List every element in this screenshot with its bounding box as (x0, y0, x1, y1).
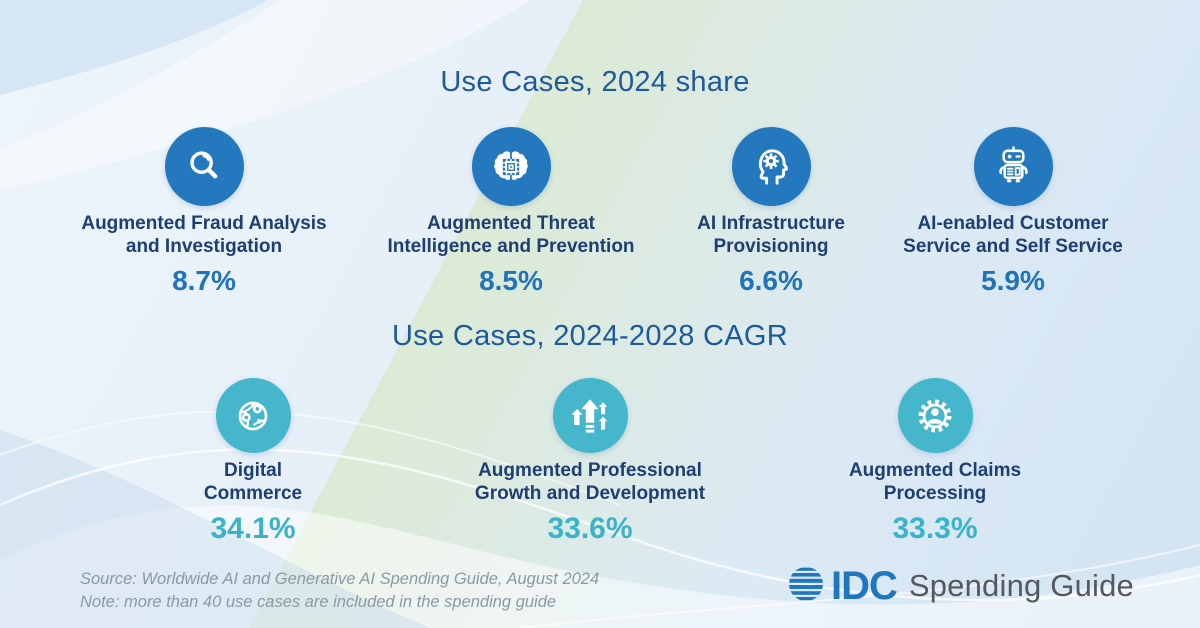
use-case-card-threat: Augmented Threat Intelligence and Preven… (361, 127, 661, 297)
use-case-value: 34.1% (210, 512, 296, 546)
use-case-label: Digital Commerce (123, 459, 383, 505)
use-case-card-fraud: Augmented Fraud Analysis and Investigati… (54, 127, 354, 297)
use-case-card-digital-commerce: Digital Commerce 34.1% (123, 378, 383, 546)
head-gear-icon (731, 127, 811, 206)
use-case-value: 33.3% (892, 512, 978, 546)
use-case-card-customer-service: AI-enabled Customer Service and Self Ser… (868, 127, 1158, 297)
use-case-card-claims-processing: Augmented Claims Processing 33.3% (775, 378, 1095, 546)
use-case-label: Augmented Professional Growth and Develo… (430, 459, 750, 505)
section-title-share: Use Cases, 2024 share (440, 66, 750, 98)
source-line: Source: Worldwide AI and Generative AI S… (80, 570, 600, 588)
label-line: Augmented Claims (848, 460, 1022, 481)
use-case-card-professional-growth: Augmented Professional Growth and Develo… (430, 378, 750, 546)
label-line: AI-enabled Customer (917, 213, 1109, 234)
label-line: Provisioning (713, 236, 829, 258)
use-case-value: 33.6% (547, 512, 633, 546)
use-case-card-infrastructure: AI Infrastructure Provisioning 6.6% (661, 127, 881, 297)
label-line: Growth and Development (474, 483, 706, 505)
magnifier-icon (164, 127, 244, 206)
use-case-label: Augmented Fraud Analysis and Investigati… (54, 212, 354, 258)
label-line: Digital (223, 460, 283, 481)
spending-guide-wordmark: Spending Guide (908, 568, 1134, 603)
footer-notes: Source: Worldwide AI and Generative AI S… (80, 568, 599, 614)
note-line: Note: more than 40 use cases are include… (80, 592, 557, 611)
use-case-label: AI Infrastructure Provisioning (661, 212, 881, 258)
label-line: Augmented Fraud Analysis (81, 213, 327, 234)
idc-spending-guide-logo: IDC Spending Guide (787, 564, 1134, 608)
use-case-value: 8.5% (479, 265, 543, 297)
section-title-cagr: Use Cases, 2024-2028 CAGR (392, 320, 788, 352)
label-line: Intelligence and Prevention (387, 236, 635, 258)
use-case-value: 8.7% (172, 265, 236, 297)
use-case-value: 5.9% (981, 265, 1045, 297)
idc-globe-icon (787, 565, 825, 608)
label-line: Commerce (203, 483, 303, 505)
idc-wordmark: IDC (830, 563, 898, 608)
label-line: AI Infrastructure (697, 213, 845, 234)
label-line: Augmented Threat (427, 213, 595, 234)
label-line: and Investigation (125, 236, 283, 258)
label-line: Processing (883, 483, 987, 505)
robot-icon (973, 127, 1053, 206)
use-case-label: AI-enabled Customer Service and Self Ser… (868, 212, 1158, 258)
label-line: Augmented Professional (478, 460, 702, 481)
digital-commerce-icon (215, 378, 291, 453)
use-case-label: Augmented Claims Processing (775, 459, 1095, 505)
growth-arrows-icon (552, 378, 628, 453)
label-line: Service and Self Service (903, 236, 1123, 258)
claims-gear-icon (897, 378, 973, 453)
use-case-label: Augmented Threat Intelligence and Preven… (361, 212, 661, 258)
use-case-value: 6.6% (739, 265, 803, 297)
brain-chip-icon (471, 127, 551, 206)
